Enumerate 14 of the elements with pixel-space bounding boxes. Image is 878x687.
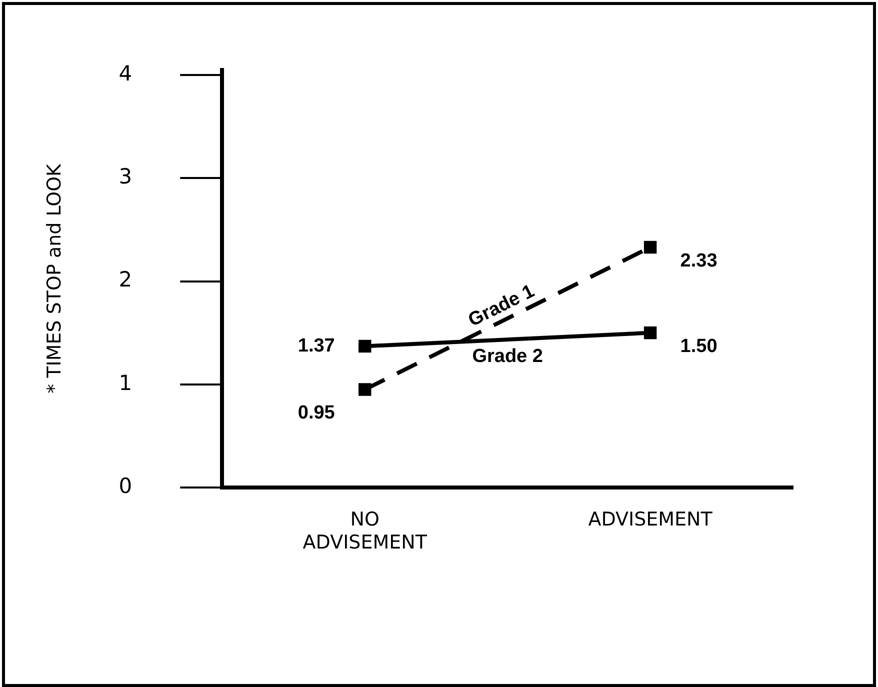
- data-label: 2.33: [680, 250, 718, 272]
- data-label: 0.95: [298, 402, 336, 424]
- y-tick-label: 2: [118, 268, 132, 292]
- data-label: 1.37: [298, 335, 335, 356]
- series-label: Grade 2: [472, 346, 543, 368]
- y-tick-label: 4: [118, 62, 132, 86]
- data-label: 1.50: [680, 336, 718, 358]
- x-tick-label: NO ADVISEMENT: [302, 508, 428, 554]
- y-tick-label: 0: [118, 474, 132, 498]
- y-tick-label: 3: [118, 164, 132, 189]
- x-tick-label: ADVISEMENT: [588, 508, 713, 531]
- y-axis-title: * TIMES STOP and LOOK: [43, 163, 66, 394]
- text: Grade 1: [465, 280, 538, 332]
- y-tick-label: 1: [118, 370, 132, 395]
